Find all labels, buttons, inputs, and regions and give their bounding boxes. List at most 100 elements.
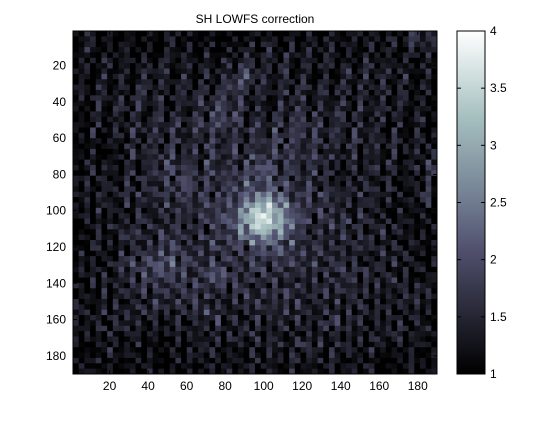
heatmap-cell xyxy=(351,100,358,107)
heatmap-cell xyxy=(203,52,210,59)
heatmap-cell xyxy=(175,191,182,198)
heatmap-cell xyxy=(368,320,375,327)
heatmap-cell xyxy=(249,368,256,374)
heatmap-cell xyxy=(311,261,318,268)
heatmap-cell xyxy=(164,347,171,353)
heatmap-cell xyxy=(101,256,108,262)
heatmap-cell xyxy=(203,223,210,230)
heatmap-cell xyxy=(226,298,233,305)
heatmap-cell xyxy=(209,341,216,348)
heatmap-cell xyxy=(95,73,102,80)
heatmap-cell xyxy=(164,159,171,166)
heatmap-cell xyxy=(260,256,267,262)
heatmap-cell xyxy=(84,197,91,203)
heatmap-cell xyxy=(186,256,193,262)
heatmap-cell xyxy=(107,52,114,59)
heatmap-cell xyxy=(328,154,336,161)
heatmap-cell xyxy=(317,207,324,214)
heatmap-cell xyxy=(357,154,364,161)
heatmap-cell xyxy=(419,320,427,327)
heatmap-cell xyxy=(146,223,154,230)
heatmap-cell xyxy=(272,298,279,305)
heatmap-cell xyxy=(226,127,233,134)
heatmap-cell xyxy=(135,84,142,91)
heatmap-cell xyxy=(112,213,119,219)
heatmap-cell xyxy=(203,84,210,91)
heatmap-cell xyxy=(294,116,301,123)
heatmap-cell xyxy=(277,181,284,187)
heatmap-cell xyxy=(243,68,250,75)
heatmap-cell xyxy=(283,325,290,332)
heatmap-cell xyxy=(226,106,233,112)
heatmap-cell xyxy=(124,245,131,252)
heatmap-cell xyxy=(90,197,97,203)
heatmap-cell xyxy=(95,229,102,236)
heatmap-cell xyxy=(141,73,148,80)
heatmap-cell xyxy=(328,68,336,75)
heatmap-cell xyxy=(317,132,324,139)
heatmap-cell xyxy=(306,315,313,321)
heatmap-cell xyxy=(186,116,193,123)
heatmap-cell xyxy=(158,250,165,257)
heatmap-cell xyxy=(90,223,97,230)
heatmap-cell xyxy=(323,63,330,69)
heatmap-cell xyxy=(351,191,358,198)
heatmap-cell xyxy=(328,159,336,166)
heatmap-cell xyxy=(209,331,216,337)
heatmap-cell xyxy=(380,132,387,139)
heatmap-cell xyxy=(266,277,273,284)
heatmap-cell xyxy=(368,116,375,123)
heatmap-cell xyxy=(181,154,188,161)
heatmap-cell xyxy=(385,95,392,102)
heatmap-cell xyxy=(209,159,216,166)
heatmap-cell xyxy=(425,164,432,171)
heatmap-cell xyxy=(107,341,114,348)
heatmap-cell xyxy=(323,170,330,177)
heatmap-cell xyxy=(135,347,142,353)
heatmap-cell xyxy=(226,111,233,118)
heatmap-cell xyxy=(181,282,188,289)
heatmap-cell xyxy=(414,41,421,48)
heatmap-cell xyxy=(186,288,193,295)
heatmap-cell xyxy=(192,89,199,96)
heatmap-cell xyxy=(220,84,227,91)
heatmap-cell xyxy=(294,288,301,295)
heatmap-cell xyxy=(419,143,427,150)
heatmap-cell xyxy=(232,363,239,370)
heatmap-cell xyxy=(135,363,142,370)
heatmap-cell xyxy=(107,320,114,327)
heatmap-cell xyxy=(164,336,171,343)
heatmap-cell xyxy=(112,154,119,161)
heatmap-cell xyxy=(272,207,279,214)
heatmap-cell xyxy=(175,57,182,64)
heatmap-cell xyxy=(141,202,148,209)
heatmap-cell xyxy=(203,47,210,53)
heatmap-cell xyxy=(419,325,427,332)
heatmap-cell xyxy=(95,288,102,295)
heatmap-cell xyxy=(73,266,80,273)
heatmap-cell xyxy=(129,132,136,139)
heatmap-cell xyxy=(255,127,262,134)
heatmap-cell xyxy=(385,164,392,171)
heatmap-cell xyxy=(186,261,193,268)
heatmap-cell xyxy=(203,95,210,102)
heatmap-cell xyxy=(414,132,421,139)
heatmap-cell xyxy=(186,122,193,128)
heatmap-cell xyxy=(385,282,392,289)
heatmap-cell xyxy=(363,181,370,187)
heatmap-cell xyxy=(272,73,279,80)
heatmap-cell xyxy=(328,95,336,102)
heatmap-cell xyxy=(351,352,358,359)
heatmap-cell xyxy=(181,159,188,166)
heatmap-cell xyxy=(220,207,227,214)
heatmap-cell xyxy=(277,79,284,85)
heatmap-cell xyxy=(249,320,256,327)
heatmap-cell xyxy=(340,363,347,370)
heatmap-cell xyxy=(380,89,387,96)
heatmap-cell xyxy=(260,245,267,252)
heatmap-cell xyxy=(414,347,421,353)
heatmap-cell xyxy=(152,245,159,252)
heatmap-cell xyxy=(84,293,91,300)
heatmap-cell xyxy=(374,47,381,53)
heatmap-cell xyxy=(402,63,409,69)
